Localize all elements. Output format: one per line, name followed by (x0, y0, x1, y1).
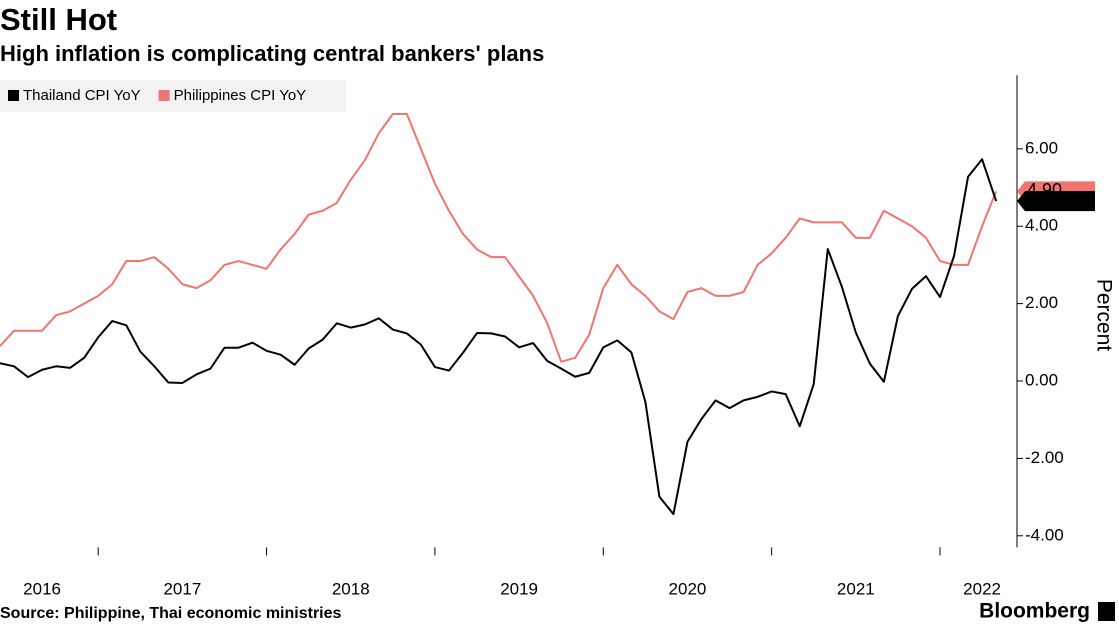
chart-title: Still Hot (0, 2, 117, 37)
x-tick-label: 2020 (669, 579, 707, 598)
x-tick-label: 2017 (163, 579, 201, 598)
legend-swatch (158, 90, 170, 101)
x-tick-label: 2021 (837, 579, 875, 598)
source-note: Source: Philippine, Thai economic minist… (0, 605, 342, 622)
y-tick-label: 0.00 (1025, 370, 1058, 389)
y-tick-label: -4.00 (1025, 525, 1064, 544)
y-tick-label: 4.00 (1025, 216, 1058, 235)
x-tick-label: 2022 (963, 579, 1001, 598)
x-tick-label: 2018 (332, 579, 370, 598)
legend-label: Thailand CPI YoY (23, 87, 141, 104)
x-tick-label: 2016 (23, 579, 61, 598)
y-tick-label: 6.00 (1025, 138, 1058, 157)
end-tag (1017, 191, 1095, 212)
legend-box (0, 80, 346, 112)
y-tick-label: 2.00 (1025, 293, 1058, 312)
end-tag-label: 4.65 (1027, 190, 1062, 210)
legend-label: Philippines CPI YoY (174, 87, 307, 104)
series-line (0, 113, 998, 363)
chart-subtitle: High inflation is complicating central b… (0, 41, 544, 66)
brand-icon (1098, 602, 1115, 621)
y-axis-label: Percent (1092, 279, 1115, 352)
y-tick-label: -2.00 (1025, 448, 1064, 467)
x-tick-label: 2019 (500, 579, 538, 598)
series-line (0, 158, 998, 516)
brand: Bloomberg (979, 600, 1090, 623)
legend-swatch (8, 90, 19, 101)
